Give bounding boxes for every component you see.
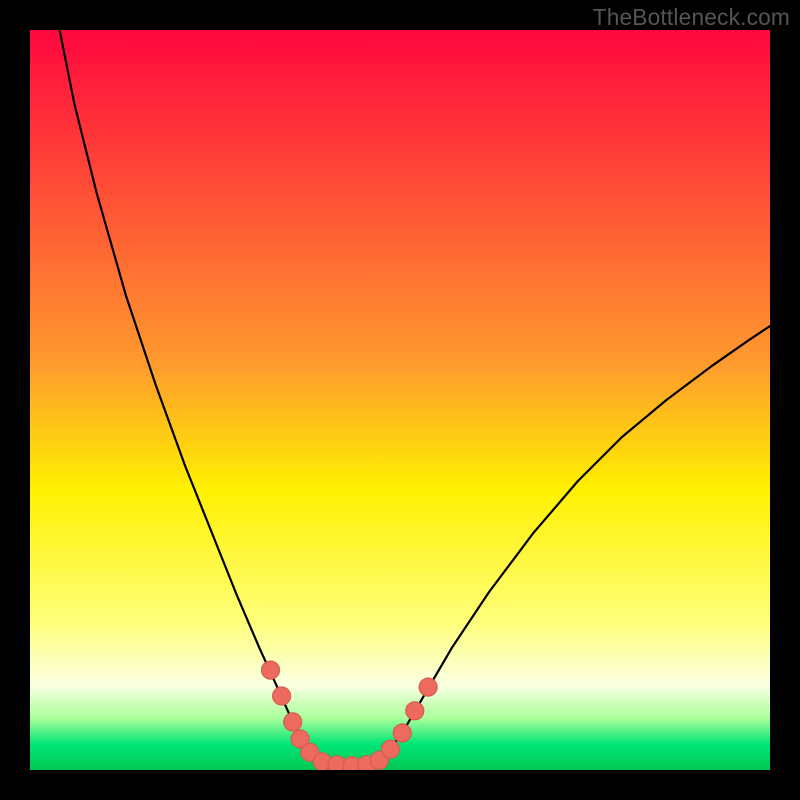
- marker-point: [406, 702, 424, 720]
- marker-point: [419, 678, 437, 696]
- marker-point: [273, 687, 291, 705]
- plot-background: [30, 30, 770, 770]
- marker-point: [284, 713, 302, 731]
- marker-point: [393, 724, 411, 742]
- watermark-text: TheBottleneck.com: [593, 4, 790, 31]
- chart-stage: TheBottleneck.com: [0, 0, 800, 800]
- marker-point: [381, 740, 399, 758]
- bottleneck-chart: [0, 0, 800, 800]
- marker-point: [262, 661, 280, 679]
